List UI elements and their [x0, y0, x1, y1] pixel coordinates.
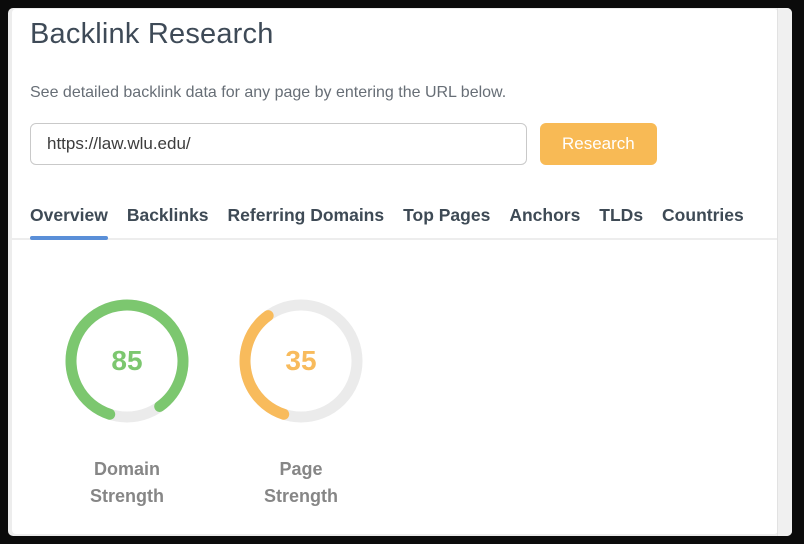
search-row: Research: [30, 123, 778, 165]
tab-label: Anchors: [509, 205, 581, 225]
gauge-label: Page Strength: [264, 459, 338, 506]
page-subtitle: See detailed backlink data for any page …: [30, 84, 507, 101]
tab-backlinks[interactable]: Backlinks: [127, 205, 209, 238]
gauge-ring: 35: [238, 298, 364, 424]
donut-chart: [65, 299, 189, 423]
gauge-value: 35: [285, 345, 317, 376]
tab-label: Backlinks: [126, 205, 209, 225]
donut-chart: [239, 299, 363, 423]
tab-anchors[interactable]: Anchors: [509, 205, 580, 238]
page-strength-gauge: 35 Page Strength: [238, 298, 364, 510]
url-input[interactable]: [30, 123, 527, 165]
tab-label: Overview: [30, 205, 108, 225]
tab-label: Referring Domains: [227, 205, 385, 225]
content-card: Backlink Research See detailed backlink …: [12, 9, 778, 534]
gauges-section: 85 Domain Strength 35 Page Strength: [64, 298, 778, 510]
gauge-label: Domain Strength: [90, 459, 164, 506]
domain-strength-gauge: 85 Domain Strength: [64, 298, 190, 510]
tab-label: Top Pages: [403, 205, 491, 225]
scrollbar-track[interactable]: [777, 8, 792, 536]
page-title: Backlink Research: [30, 18, 274, 50]
active-tab-indicator: [30, 236, 108, 240]
tab-countries[interactable]: Countries: [662, 205, 744, 238]
gauge-value: 85: [111, 345, 143, 376]
research-button[interactable]: Research: [540, 123, 657, 165]
tab-top-pages[interactable]: Top Pages: [403, 205, 490, 238]
tab-referring-domains[interactable]: Referring Domains: [228, 205, 385, 238]
tab-overview[interactable]: Overview: [30, 205, 108, 240]
tab-bar: Overview Backlinks Referring Domains Top…: [12, 205, 778, 240]
tab-label: Countries: [662, 205, 744, 225]
tab-label: TLDs: [599, 205, 644, 225]
gauge-ring: 85: [64, 298, 190, 424]
tab-tlds[interactable]: TLDs: [599, 205, 643, 238]
